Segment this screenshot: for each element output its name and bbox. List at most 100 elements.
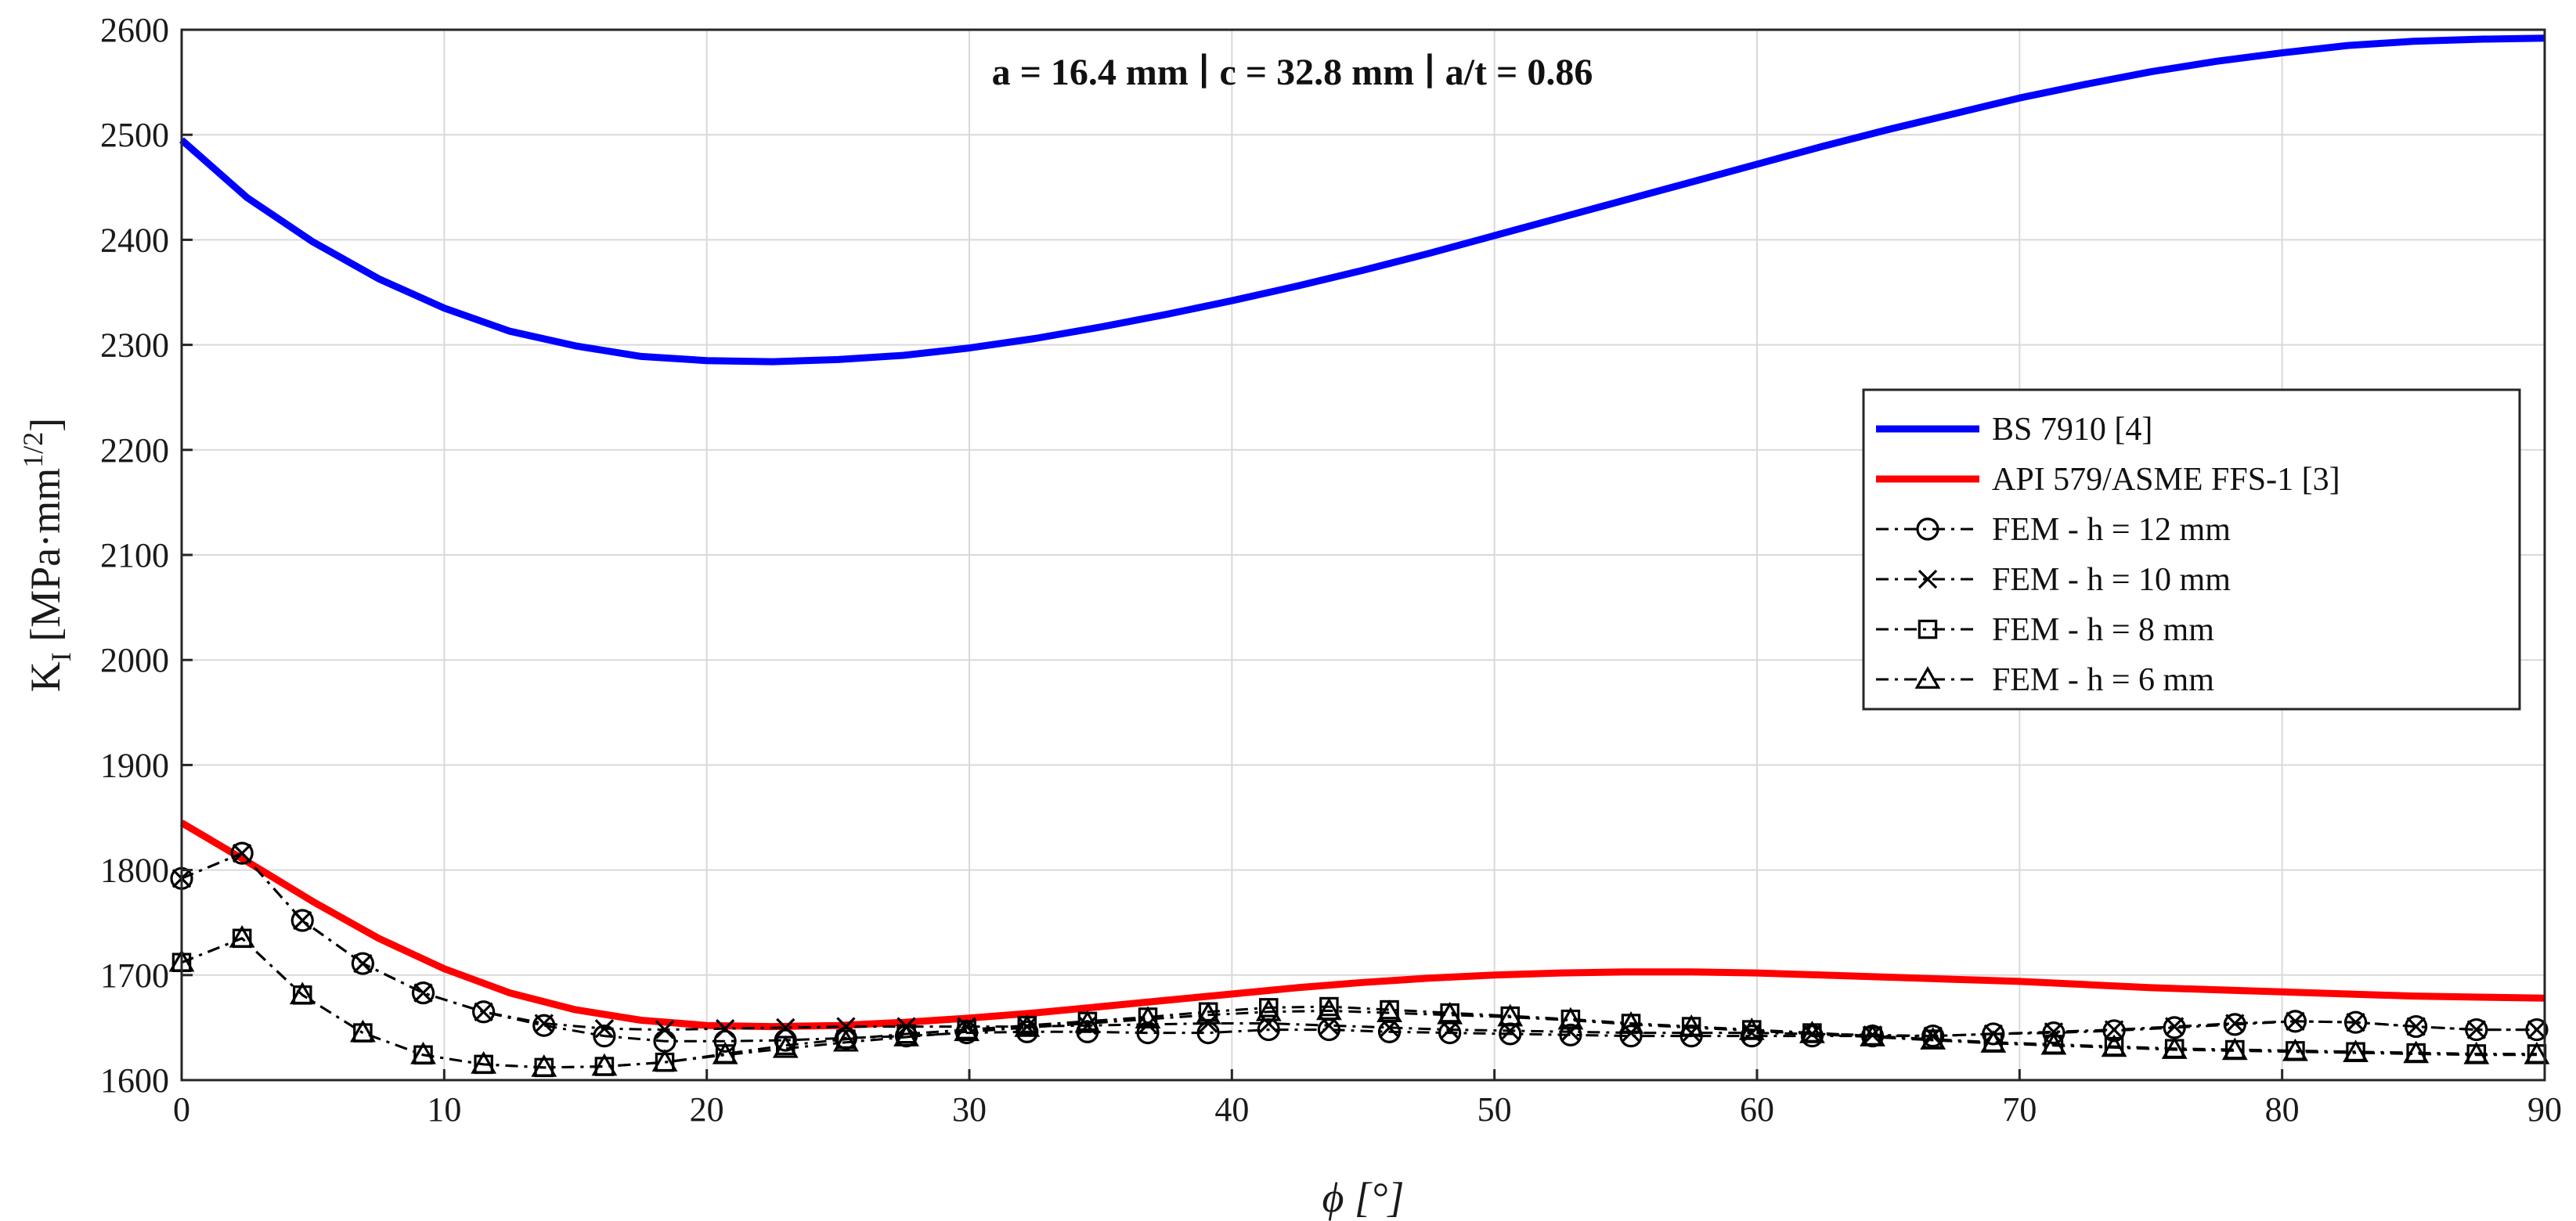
legend-label: FEM - h = 8 mm [1992, 612, 2214, 648]
series-line [181, 937, 2537, 1069]
legend-marker [1918, 569, 1938, 589]
data-point-marker [290, 909, 314, 932]
data-point-marker [2403, 1040, 2430, 1064]
data-point-marker [1136, 1021, 1160, 1045]
data-point-marker [1259, 1014, 1279, 1033]
data-point-marker [411, 981, 435, 1005]
y-axis-label-close: ] [22, 418, 69, 432]
data-point-marker [471, 1050, 497, 1074]
y-tick-label: 2500 [100, 116, 169, 154]
data-point-marker [472, 1000, 496, 1024]
x-tick-label: 50 [1477, 1090, 1512, 1129]
data-point-marker [2282, 1038, 2308, 1061]
x-tick-label: 80 [2265, 1090, 2300, 1129]
data-point-marker [1135, 1006, 1161, 1028]
data-point-marker [594, 1019, 615, 1039]
data-point-marker [2221, 1037, 2248, 1061]
data-point-marker [232, 843, 252, 863]
legend-item: FEM - h = 10 mm [1876, 562, 2231, 598]
data-point-marker [2286, 1011, 2305, 1032]
legend-marker [1914, 666, 1941, 689]
x-tick-label: 60 [1740, 1090, 1774, 1129]
legend-item: BS 7910 [4] [1876, 412, 2152, 448]
y-axis-label-symbol: K [22, 661, 69, 692]
data-point-marker [353, 953, 373, 974]
legend: BS 7910 [4] API 579/ASME FFS-1 [3] FEM - h… [1862, 388, 2521, 711]
x-axis-label: ϕ [°] [1322, 1174, 1404, 1221]
data-point-marker [289, 981, 316, 1005]
legend-label: FEM - h = 10 mm [1992, 562, 2231, 598]
data-point-marker [1800, 1025, 1824, 1048]
data-point-marker [954, 1018, 980, 1042]
legend-label: BS 7910 [4] [1992, 412, 2152, 448]
y-tick-label: 1900 [100, 746, 169, 784]
series-1 [179, 34, 2545, 366]
data-point-marker [1860, 1024, 1885, 1046]
legend-label: FEM - h = 12 mm [1992, 512, 2231, 548]
data-point-marker [651, 1049, 678, 1072]
y-tick-label: 2100 [100, 536, 169, 574]
legend-marker [1918, 619, 1938, 639]
data-point-marker [1074, 1010, 1101, 1033]
data-point-marker [293, 910, 312, 931]
series-line [181, 852, 2537, 1043]
y-tick-label: 2600 [100, 11, 169, 49]
data-point-marker [1618, 1010, 1644, 1034]
series-6 [168, 924, 2550, 1077]
x-tick-label: 20 [690, 1090, 724, 1129]
ticks: 0 10 20 30 40 50 60 70 80 90 1600 1700 1800 1900 2000 2… [100, 11, 2562, 1129]
y-tick-label: 2200 [100, 431, 169, 470]
y-tick-label: 1600 [100, 1061, 169, 1100]
legend-item: FEM - h = 12 mm [1876, 512, 2231, 548]
x-tick-label: 30 [952, 1090, 987, 1129]
data-point-marker [1016, 1020, 1039, 1043]
legend-box [1862, 388, 2521, 711]
data-point-marker [836, 1017, 856, 1036]
series-line [179, 34, 2545, 366]
data-point-marker [2343, 1010, 2368, 1034]
data-point-marker [1920, 1027, 1946, 1050]
data-point-marker [532, 1014, 556, 1037]
data-point-marker [1497, 1003, 1524, 1027]
chart-annotation: a = 16.4 mm ∣ c = 32.8 mm ∣ a/t = 0.86 [992, 52, 1593, 93]
y-axis-label-exponent: 1/2 [17, 432, 49, 468]
data-point-marker [715, 1019, 735, 1039]
data-point-marker [2104, 1020, 2124, 1039]
y-axis-label-subscript: I [45, 652, 77, 661]
data-point-marker [2406, 1017, 2426, 1036]
data-point-marker [1557, 1007, 1584, 1030]
data-point-marker [349, 1019, 376, 1043]
legend-item: API 579/ASME FFS-1 [3] [1876, 462, 2340, 498]
x-tick-label: 90 [2527, 1090, 2562, 1129]
data-point-marker [712, 1041, 738, 1064]
y-tick-label: 2300 [100, 326, 169, 365]
legend-label: API 579/ASME FFS-1 [3] [1992, 462, 2340, 498]
x-tick-label: 0 [173, 1090, 190, 1129]
data-point-marker [351, 952, 374, 975]
data-point-marker [2346, 1013, 2365, 1032]
data-point-marker [593, 1025, 616, 1048]
data-point-marker [1559, 1023, 1582, 1046]
data-point-marker [1619, 1025, 1643, 1048]
data-point-marker [2164, 1017, 2185, 1036]
series-layer [168, 34, 2550, 1078]
data-point-marker [1376, 999, 1402, 1022]
legend-marker [1916, 517, 1939, 541]
data-point-marker [893, 1024, 919, 1046]
data-point-marker [413, 983, 433, 1003]
data-point-marker [1678, 1014, 1705, 1037]
series-line [181, 852, 2537, 1038]
data-point-marker [1863, 1025, 1882, 1045]
y-tick-label: 2000 [100, 641, 169, 679]
data-point-marker [772, 1035, 799, 1058]
data-point-marker [1014, 1014, 1041, 1037]
data-point-marker [474, 1002, 493, 1021]
data-point-marker [1738, 1018, 1765, 1040]
legend-item: FEM - h = 8 mm [1876, 612, 2214, 648]
y-axis-label: KI [MPa·mm1/2] [17, 418, 77, 693]
y-tick-label: 1800 [100, 852, 169, 890]
data-point-marker [1195, 1001, 1221, 1025]
data-point-marker [2040, 1032, 2067, 1055]
data-point-marker [1980, 1030, 2007, 1053]
